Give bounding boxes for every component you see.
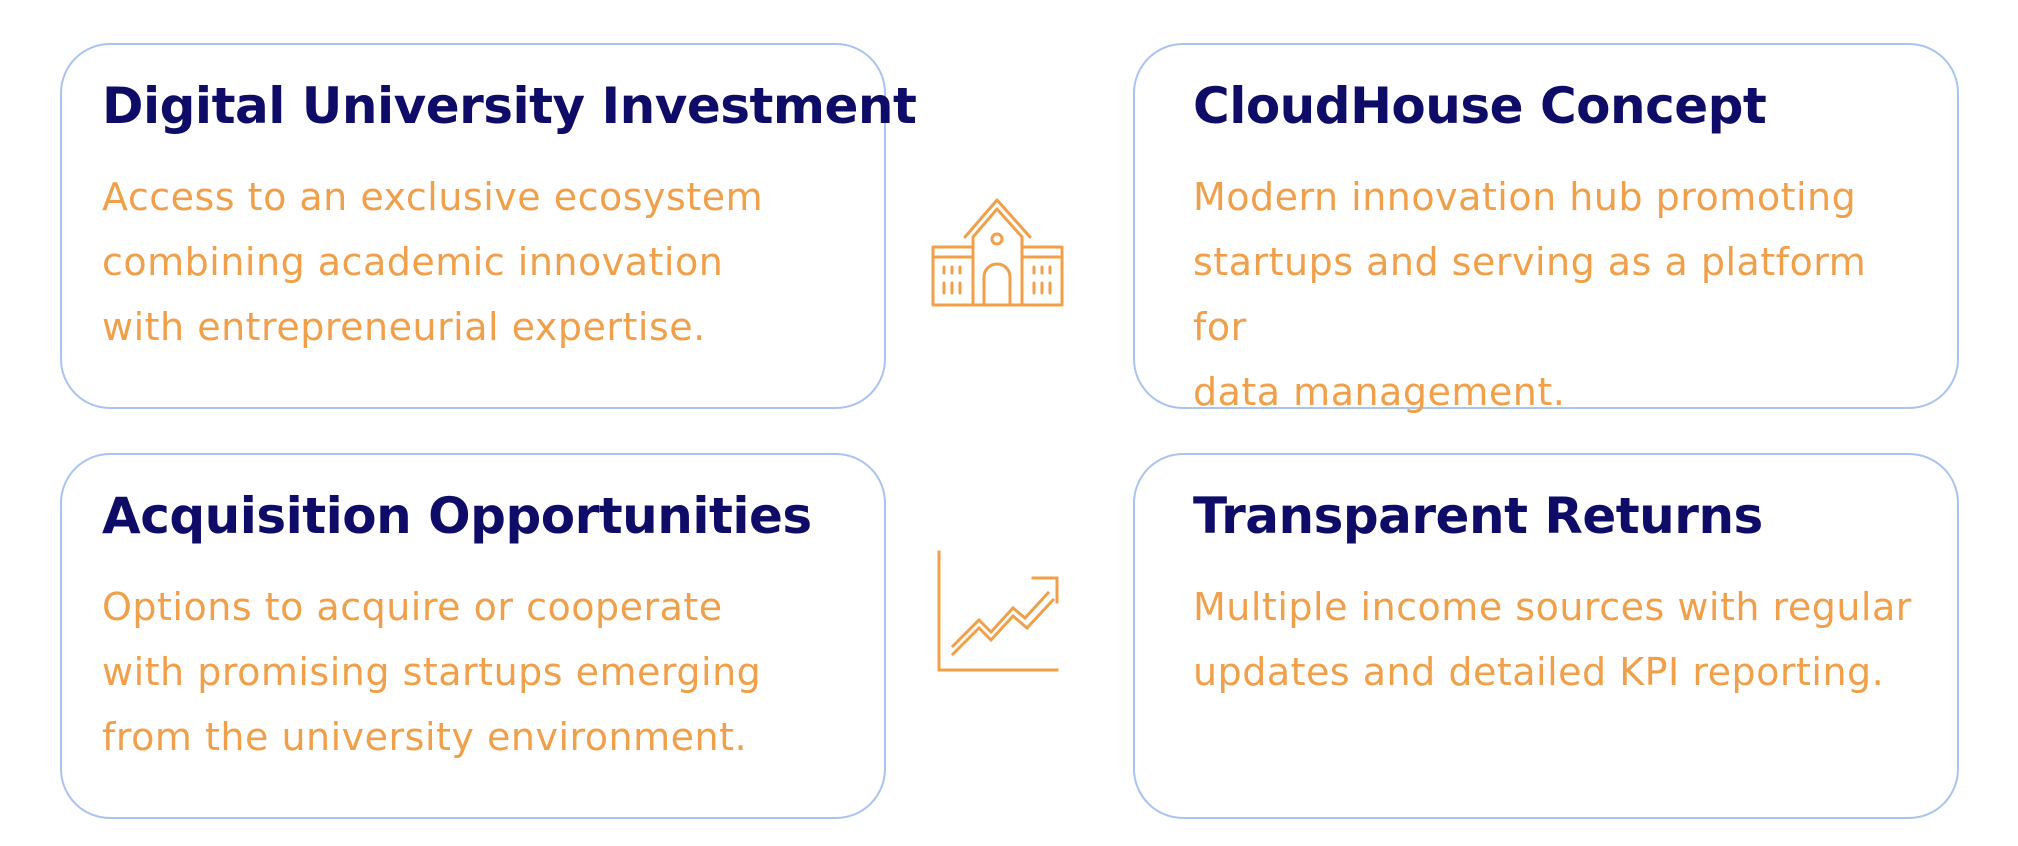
card-title: Digital University Investment — [102, 77, 917, 135]
card-description-line: Options to acquire or cooperate — [102, 585, 723, 629]
card-description: Access to an exclusive ecosystem combini… — [102, 165, 844, 360]
card-acquisition-opportunities: Acquisition Opportunities Options to acq… — [60, 453, 886, 819]
card-title: Transparent Returns — [1193, 487, 1763, 545]
card-description-line: Access to an exclusive ecosystem — [102, 175, 764, 219]
card-title: CloudHouse Concept — [1193, 77, 1767, 135]
card-title: Acquisition Opportunities — [102, 487, 812, 545]
card-description-line: updates and detailed KPI reporting. — [1193, 650, 1885, 694]
card-description-line: with entrepreneurial expertise. — [102, 305, 706, 349]
card-description-line: data management. — [1193, 370, 1566, 414]
card-description-line: Modern innovation hub promoting — [1193, 175, 1857, 219]
card-description-line: Multiple income sources with regular — [1193, 585, 1912, 629]
university-icon — [931, 198, 1064, 307]
card-transparent-returns: Transparent Returns Multiple income sour… — [1133, 453, 1959, 819]
card-description-line: combining academic innovation — [102, 240, 724, 284]
growth-chart-icon — [937, 550, 1059, 672]
card-description: Options to acquire or cooperate with pro… — [102, 575, 844, 770]
card-digital-university-investment: Digital University Investment Access to … — [60, 43, 917, 409]
card-description-line: from the university environment. — [102, 715, 748, 759]
card-description: Modern innovation hub promoting startups… — [1193, 165, 1917, 425]
card-cloudhouse-concept: CloudHouse Concept Modern innovation hub… — [1133, 43, 1959, 414]
card-description-line: with promising startups emerging — [102, 650, 762, 694]
card-description: Multiple income sources with regular upd… — [1193, 575, 1917, 705]
card-description-line: startups and serving as a platform for — [1193, 240, 1867, 349]
